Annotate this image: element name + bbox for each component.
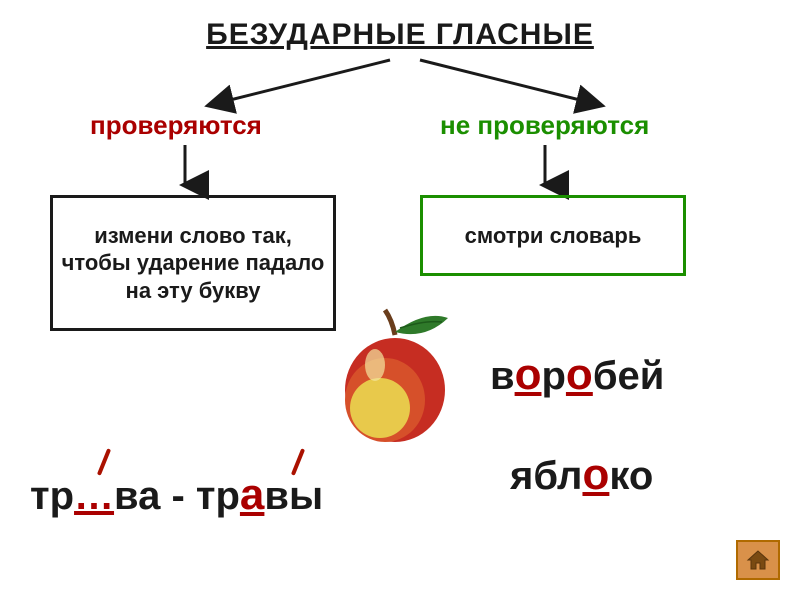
ex1-c: бей [593, 354, 665, 398]
arrow-right-down [535, 145, 555, 195]
home-icon [746, 549, 770, 571]
ex2-h: о [582, 450, 609, 499]
rule-box-checkable: измени слово так, чтобы ударение падало … [50, 195, 336, 331]
rule-text-left: измени слово так, чтобы ударение падало … [53, 216, 333, 311]
arrow-title-right [400, 55, 620, 115]
branch-label-left: проверяются [90, 110, 262, 141]
rule-box-dictionary: смотри словарь [420, 195, 686, 276]
ex2-a: ябл [510, 454, 582, 498]
branch-label-right: не проверяются [440, 110, 649, 141]
apple-illustration [330, 300, 460, 450]
ex-trava-prefix: тр [30, 474, 74, 518]
ex-trava-highlight: а [240, 470, 264, 520]
ex-trava-gap: … [74, 474, 114, 519]
page-title: БЕЗУДАРНЫЕ ГЛАСНЫЕ [0, 18, 800, 52]
example-trava: тр…ва - травы [30, 470, 323, 520]
ex2-b: ко [609, 454, 653, 498]
home-button[interactable] [736, 540, 780, 580]
ex-trava-mid: ва - тр [114, 474, 240, 518]
ex1-h1: о [515, 350, 542, 399]
arrow-title-left [200, 55, 420, 115]
ex1-a: в [490, 354, 515, 398]
rule-text-right: смотри словарь [457, 216, 650, 256]
example-vorobey: воробей [490, 350, 664, 400]
ex1-h2: о [566, 350, 593, 399]
arrow-left-down [175, 145, 195, 195]
ex-trava-suffix: вы [264, 474, 323, 518]
example-yabloko: яблоко [510, 450, 653, 500]
ex1-b: р [541, 354, 565, 398]
